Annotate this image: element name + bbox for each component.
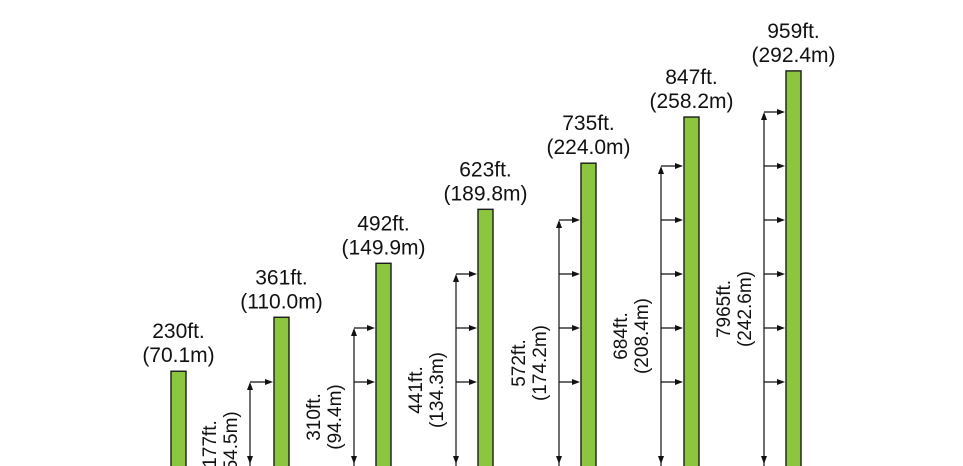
dimension-arrow-bottom-6: [658, 456, 664, 464]
tower-bar-4: [477, 208, 494, 466]
dimension-arrow-bottom-7: [761, 456, 767, 464]
level-tick-arrow-3-2: [367, 325, 375, 331]
dimension-m-2: (54.5m): [221, 411, 242, 466]
tower-height-m-3: (149.9m): [341, 236, 425, 259]
level-tick-arrow-4-2: [469, 325, 477, 331]
dimension-m-4: (134.3m): [427, 352, 448, 428]
tower-height-ft-7: 959ft.: [767, 20, 820, 43]
level-tick-arrow-4-1: [469, 379, 477, 385]
dimension-arrow-top-5: [556, 220, 562, 228]
tower-height-m-5: (224.0m): [546, 136, 630, 159]
tower-bar-2: [273, 316, 290, 466]
dimension-label-group-3: 310ft. (94.4m): [304, 384, 346, 449]
level-tick-arrow-6-5: [675, 163, 683, 169]
level-tick-arrow-6-4: [675, 217, 683, 223]
dimension-arrow-bottom-3: [351, 456, 357, 464]
tower-bar-5: [580, 162, 597, 466]
dimension-label-group-5: 572ft. (174.2m): [509, 325, 551, 401]
dimension-ft-2: 177ft.: [200, 420, 221, 466]
dimension-label-group-7: 7965ft. (242.6m): [714, 271, 756, 347]
tower-height-ft-5: 735ft.: [562, 112, 615, 135]
level-tick-arrow-7-2: [777, 325, 785, 331]
level-tick-arrow-5-4: [572, 217, 580, 223]
level-tick-arrow-5-2: [572, 325, 580, 331]
tower-height-m-6: (258.2m): [649, 90, 733, 113]
level-tick-arrow-7-4: [777, 217, 785, 223]
tower-height-m-2: (110.0m): [240, 290, 322, 313]
dimension-ft-7: 7965ft.: [714, 280, 735, 338]
dimension-arrow-bottom-5: [556, 456, 562, 464]
dimension-label-group-4: 441ft. (134.3m): [406, 352, 448, 428]
tower-height-m-4: (189.8m): [443, 182, 527, 205]
tower-height-ft-2: 361ft.: [255, 266, 308, 289]
tower-height-ft-1: 230ft.: [152, 320, 205, 343]
level-tick-arrow-7-1: [777, 379, 785, 385]
dimension-m-6: (208.4m): [632, 298, 653, 374]
dimension-arrow-top-3: [351, 328, 357, 336]
tower-height-m-7: (292.4m): [751, 44, 835, 67]
level-tick-arrow-3-1: [367, 379, 375, 385]
tower-bar-6: [683, 116, 700, 466]
level-tick-arrow-4-3: [469, 271, 477, 277]
tower-height-ft-4: 623ft.: [459, 158, 512, 181]
level-tick-arrow-6-1: [675, 379, 683, 385]
dimension-label-group-6: 684ft. (208.4m): [611, 298, 653, 374]
dimension-arrow-top-4: [453, 274, 459, 282]
dimension-ft-5: 572ft.: [509, 339, 530, 387]
level-tick-arrow-5-3: [572, 271, 580, 277]
level-tick-arrow-6-2: [675, 325, 683, 331]
dimension-m-7: (242.6m): [735, 271, 756, 347]
level-tick-arrow-7-3: [777, 271, 785, 277]
dimension-arrow-bottom-2: [247, 456, 253, 464]
dimension-ft-6: 684ft.: [611, 312, 632, 360]
dimension-arrow-top-2: [247, 382, 253, 390]
tower-bar-1: [170, 370, 187, 466]
level-tick-arrow-5-1: [572, 379, 580, 385]
tower-bar-7: [785, 70, 802, 466]
tower-height-ft-3: 492ft.: [357, 212, 410, 235]
dimension-arrow-bottom-4: [453, 456, 459, 464]
dimension-label-group-2: 177ft. (54.5m): [200, 411, 242, 466]
tower-height-m-1: (70.1m): [142, 344, 214, 367]
dimension-arrow-top-7: [761, 112, 767, 120]
tower-bar-3: [375, 262, 392, 466]
tower-height-ft-6: 847ft.: [665, 66, 718, 89]
dimension-arrow-top-6: [658, 166, 664, 174]
level-tick-arrow-7-6: [777, 109, 785, 115]
level-tick-arrow-7-5: [777, 163, 785, 169]
level-tick-arrow-6-3: [675, 271, 683, 277]
dimension-ft-3: 310ft.: [304, 393, 325, 441]
dimension-m-3: (94.4m): [325, 384, 346, 449]
level-tick-arrow-2-1: [265, 379, 273, 385]
dimension-m-5: (174.2m): [530, 325, 551, 401]
dimension-ft-4: 441ft.: [406, 366, 427, 414]
